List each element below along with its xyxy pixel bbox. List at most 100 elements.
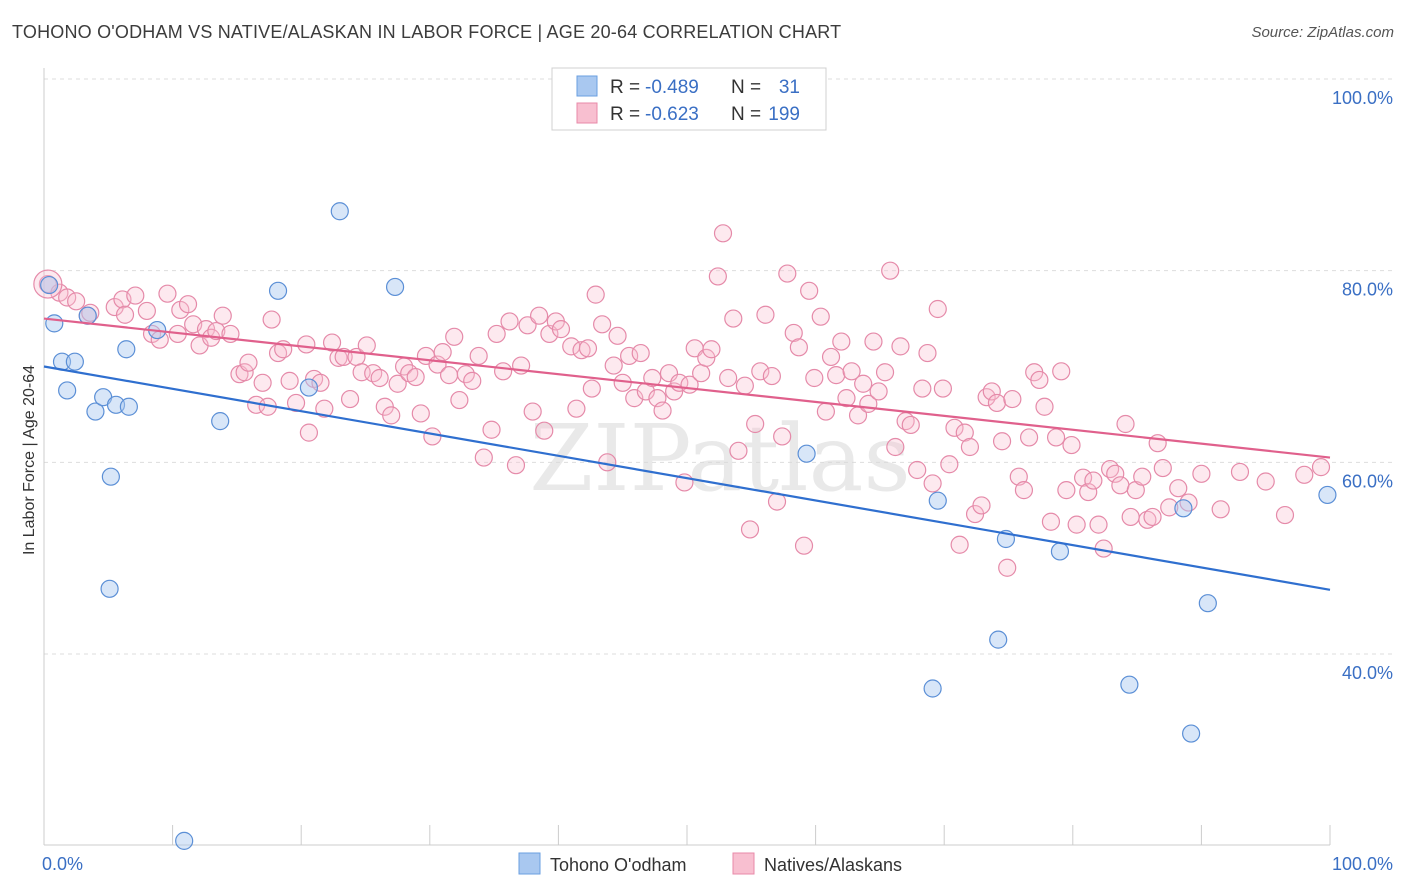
watermark: ZIPatlas [529,405,910,512]
data-point-natives-alaskans [875,363,895,382]
y-tick-label: 80.0% [1342,280,1393,300]
data-point-natives-alaskans [81,303,100,322]
data-point-natives-alaskans [719,368,738,388]
data-point-natives-alaskans [382,406,401,425]
data-point-natives-alaskans [433,343,452,362]
data-point-natives-alaskans [702,340,721,359]
data-point-natives-alaskans [972,496,991,515]
data-point-natives-alaskans [1019,428,1039,447]
data-point-natives-alaskans [625,389,644,408]
data-point-natives-alaskans [746,414,765,434]
legend-swatch-blue [518,852,541,875]
data-point-natives-alaskans [918,343,937,363]
data-point-natives-alaskans [1003,389,1022,409]
data-point-natives-alaskans [713,224,733,243]
data-point-natives-alaskans [67,292,86,311]
stats-r-value: -0.489 [645,77,699,98]
data-point-natives-alaskans [126,286,145,305]
data-point-natives-alaskans [411,404,430,423]
data-point-natives-alaskans [1192,464,1211,483]
legend-label: Tohono O'odham [550,855,687,875]
data-point-natives-alaskans [1153,458,1172,478]
data-point-natives-alaskans [445,327,464,346]
data-point-natives-alaskans [58,288,77,307]
data-point-tohono-oodham [175,831,194,850]
chart-title: TOHONO O'ODHAM VS NATIVE/ALASKAN IN LABO… [12,22,842,42]
data-point-natives-alaskans [523,402,542,421]
data-point-natives-alaskans [474,448,493,467]
data-point-natives-alaskans [778,264,797,283]
data-point-natives-alaskans [1062,435,1081,455]
legend-item-tohono-oodham[interactable]: Tohono O'odham [518,852,687,875]
stats-row-pink: R = -0.623 N = 199 [576,102,800,125]
data-point-natives-alaskans [334,347,353,367]
data-point-natives-alaskans [487,324,506,344]
data-point-tohono-oodham [211,412,230,431]
data-point-natives-alaskans [235,363,254,382]
data-point-natives-alaskans [816,402,835,421]
data-point-natives-alaskans [784,323,803,343]
stats-r-label: R = [610,104,640,125]
data-point-tohono-oodham [1318,485,1337,505]
y-axis-title: In Labor Force | Age 20-64 [21,365,38,555]
legend-label: Natives/Alaskans [764,855,902,875]
data-point-natives-alaskans [960,437,980,457]
data-point-natives-alaskans [456,365,475,384]
data-point-natives-alaskans [297,335,316,354]
data-point-tohono-oodham [330,202,349,221]
data-point-natives-alaskans [923,474,942,493]
data-point-natives-alaskans [837,389,856,408]
data-point-natives-alaskans [463,371,482,390]
data-point-natives-alaskans [901,415,920,435]
data-point-natives-alaskans [940,455,959,474]
data-point-tohono-oodham [268,281,288,300]
data-point-natives-alaskans [423,427,442,446]
data-point-tohono-oodham [117,340,136,359]
trend-line-tohono-oodham [43,365,1331,591]
data-point-natives-alaskans [370,368,389,388]
data-point-natives-alaskans [735,376,754,395]
data-point-natives-alaskans [992,432,1012,451]
data-point-natives-alaskans [821,347,841,367]
data-point-tohono-oodham [86,402,105,421]
data-point-natives-alaskans [982,382,1001,401]
data-point-natives-alaskans [158,284,177,303]
legend-item-natives-alaskans[interactable]: Natives/Alaskans [732,852,902,875]
data-point-natives-alaskans [340,389,360,409]
stats-box: R = -0.489 N = 31 R = -0.623 N = 199 [551,67,827,131]
data-point-natives-alaskans [1295,465,1314,484]
data-point-natives-alaskans [469,346,488,366]
data-point-natives-alaskans [977,388,996,407]
stats-n-value: 31 [779,77,800,98]
data-point-natives-alaskans [653,401,672,420]
data-point-natives-alaskans [955,423,974,442]
data-point-tohono-oodham [40,275,59,295]
data-point-natives-alaskans [500,312,519,331]
data-point-natives-alaskans [620,346,639,366]
data-point-natives-alaskans [1079,482,1098,502]
data-point-natives-alaskans [593,315,612,334]
data-point-natives-alaskans [439,366,459,385]
data-point-natives-alaskans [827,366,846,385]
data-point-natives-alaskans [631,343,650,363]
data-point-tohono-oodham [797,444,816,463]
data-point-natives-alaskans [608,326,627,345]
data-point-tohono-oodham [928,491,947,510]
data-point-natives-alaskans [388,374,407,393]
data-point-natives-alaskans [756,305,775,324]
data-point-natives-alaskans [811,307,830,326]
data-point-natives-alaskans [805,368,824,388]
data-point-natives-alaskans [1046,428,1066,447]
data-point-natives-alaskans [1106,464,1125,483]
data-point-natives-alaskans [137,301,156,321]
legend-swatch-pink [732,852,755,875]
data-point-natives-alaskans [1089,515,1108,534]
data-point-tohono-oodham [65,352,84,371]
stats-n-label: N = [731,104,761,125]
data-point-natives-alaskans [604,356,623,375]
data-point-natives-alaskans [1160,498,1179,517]
stats-n-label: N = [731,77,761,98]
data-point-natives-alaskans [299,423,319,442]
data-point-natives-alaskans [762,366,781,386]
data-point-natives-alaskans [1116,414,1135,434]
